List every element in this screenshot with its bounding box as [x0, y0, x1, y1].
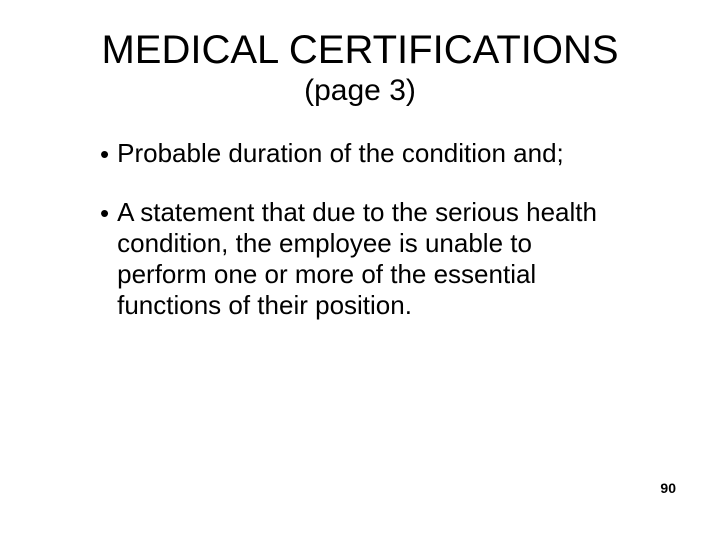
bullet-text: A statement that due to the serious heal…	[117, 197, 610, 322]
body-content: • Probable duration of the condition and…	[100, 138, 610, 321]
slide-container: MEDICAL CERTIFICATIONS (page 3) • Probab…	[0, 0, 720, 540]
slide-subtitle: (page 3)	[0, 74, 720, 108]
bullet-text: Probable duration of the condition and;	[117, 138, 564, 169]
list-item: • A statement that due to the serious he…	[100, 197, 610, 322]
page-number: 90	[660, 480, 676, 496]
bullet-marker-icon: •	[100, 197, 109, 230]
list-item: • Probable duration of the condition and…	[100, 138, 610, 171]
bullet-marker-icon: •	[100, 138, 109, 171]
slide-title: MEDICAL CERTIFICATIONS	[0, 28, 720, 72]
